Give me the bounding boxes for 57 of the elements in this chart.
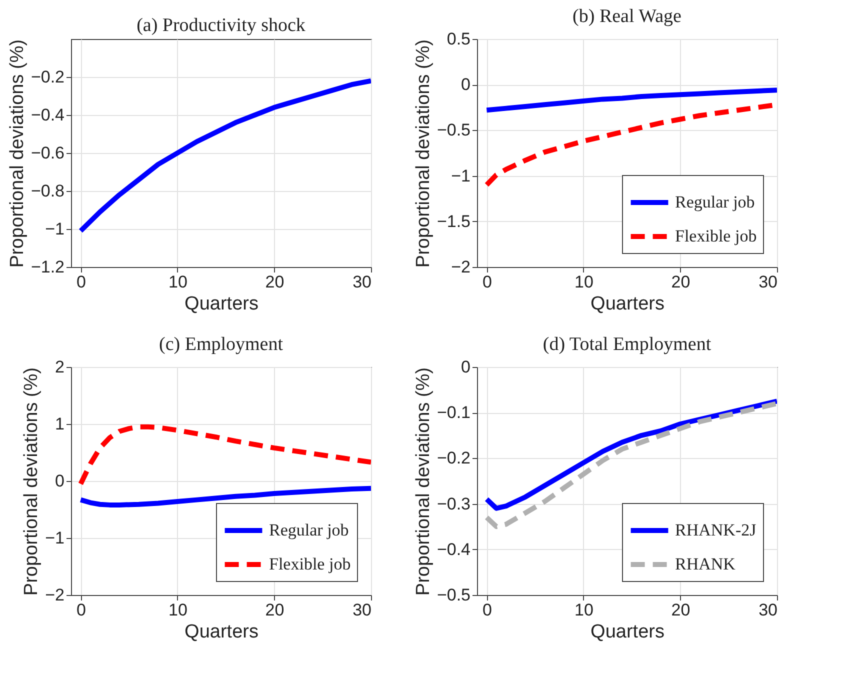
x-tick-label: 10 bbox=[168, 272, 188, 292]
x-tick-label: 20 bbox=[671, 600, 690, 620]
x-axis-title: Quarters bbox=[184, 294, 258, 314]
chart-title: (d) Total Employment bbox=[542, 334, 712, 355]
x-tick-label: 0 bbox=[76, 600, 86, 620]
y-tick-label: −0.2 bbox=[30, 68, 64, 86]
x-axis-title: Quarters bbox=[590, 294, 664, 314]
y-tick-label: −1.5 bbox=[436, 212, 470, 231]
x-tick-label: 20 bbox=[671, 272, 690, 292]
y-axis-title: Proportional deviations (%) bbox=[21, 367, 42, 596]
x-tick-label: 10 bbox=[168, 600, 188, 620]
x-tick-label: 20 bbox=[265, 600, 284, 620]
y-tick-label: −0.5 bbox=[436, 586, 470, 604]
y-tick-label: −1 bbox=[451, 166, 470, 186]
y-tick-label: −0.8 bbox=[30, 182, 64, 200]
y-tick-label: −2 bbox=[451, 258, 470, 276]
legend-label: Flexible job bbox=[675, 226, 757, 246]
x-tick-label: 20 bbox=[265, 272, 284, 292]
y-axis-title: Proportional deviations (%) bbox=[412, 367, 434, 596]
y-tick-label: −1 bbox=[45, 528, 64, 548]
x-tick-label: 10 bbox=[574, 272, 594, 292]
chart-title: (c) Employment bbox=[159, 334, 284, 355]
legend-label: RHANK-2J bbox=[675, 520, 757, 540]
y-tick-label: −0.4 bbox=[436, 540, 470, 559]
y-tick-label: −1 bbox=[45, 220, 64, 238]
y-tick-label: 2 bbox=[55, 358, 64, 376]
y-axis-title: Proportional deviations (%) bbox=[412, 39, 434, 268]
y-tick-label: −0.6 bbox=[30, 144, 64, 162]
x-tick-label: 10 bbox=[574, 600, 594, 620]
x-tick-label: 0 bbox=[482, 272, 492, 292]
y-tick-label: 0 bbox=[461, 358, 470, 376]
y-axis-title: Proportional deviations (%) bbox=[6, 39, 28, 268]
chart-title: (a) Productivity shock bbox=[136, 14, 306, 36]
y-tick-label: −0.2 bbox=[436, 448, 470, 468]
x-tick-label: 30 bbox=[758, 600, 778, 620]
x-axis-title: Quarters bbox=[184, 622, 258, 642]
x-axis-title: Quarters bbox=[590, 622, 664, 642]
y-tick-label: −0.5 bbox=[436, 120, 470, 140]
y-tick-label: −0.4 bbox=[30, 106, 64, 124]
y-tick-label: −0.1 bbox=[436, 403, 470, 422]
x-tick-label: 30 bbox=[352, 600, 372, 620]
y-tick-label: 0 bbox=[55, 472, 64, 490]
x-tick-label: 30 bbox=[352, 272, 372, 292]
y-tick-label: 1 bbox=[55, 414, 64, 434]
x-tick-label: 0 bbox=[482, 600, 492, 620]
legend-label: Regular job bbox=[675, 192, 755, 212]
y-tick-label: −0.3 bbox=[436, 494, 470, 514]
y-tick-label: −1.2 bbox=[30, 258, 64, 276]
y-tick-label: 0 bbox=[461, 75, 470, 94]
chart-title: (b) Real Wage bbox=[572, 6, 682, 27]
x-tick-label: 30 bbox=[758, 272, 778, 292]
y-tick-label: 0.5 bbox=[446, 30, 470, 48]
legend-label: Regular job bbox=[269, 520, 349, 540]
x-tick-label: 0 bbox=[76, 272, 86, 292]
legend-label: Flexible job bbox=[269, 554, 351, 574]
legend-label: RHANK bbox=[675, 554, 736, 574]
y-tick-label: −2 bbox=[45, 586, 64, 604]
